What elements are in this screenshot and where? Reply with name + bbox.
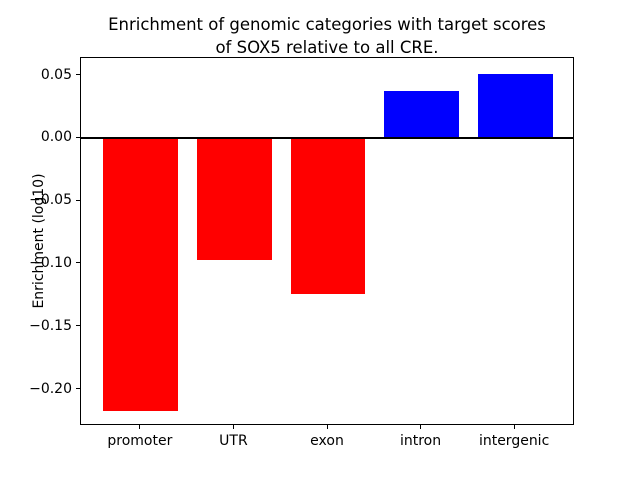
y-tick-label: −0.10 — [29, 254, 72, 271]
x-tick-label: intergenic — [478, 433, 550, 449]
x-tick-mark — [513, 425, 515, 429]
x-tick-mark — [326, 425, 328, 429]
bar-promoter — [103, 138, 179, 411]
y-tick-label: 0.00 — [40, 129, 72, 146]
bar-intron — [384, 90, 459, 139]
x-tick-mark — [420, 425, 422, 429]
x-tick-label: exon — [310, 433, 344, 449]
x-tick-label: UTR — [219, 433, 248, 449]
y-tick-mark — [76, 74, 80, 76]
y-tick-mark — [76, 325, 80, 327]
x-tick-label: intron — [399, 433, 442, 449]
plot-area — [80, 57, 574, 425]
bar-exon — [290, 138, 366, 295]
x-tick-mark — [139, 425, 141, 429]
x-tick-label: promoter — [107, 433, 173, 449]
y-tick-label: −0.20 — [29, 380, 72, 397]
y-tick-mark — [76, 262, 80, 264]
y-tick-label: −0.05 — [29, 192, 72, 209]
x-tick-mark — [232, 425, 234, 429]
y-tick-label: −0.15 — [29, 317, 72, 334]
y-tick-label: 0.05 — [40, 66, 72, 83]
y-tick-mark — [76, 199, 80, 201]
y-tick-mark — [76, 136, 80, 138]
chart-title: Enrichment of genomic categories with ta… — [108, 15, 546, 57]
zero-line — [81, 137, 573, 140]
bar-intergenic — [477, 74, 553, 139]
bar-UTR — [197, 138, 272, 261]
y-tick-mark — [76, 388, 80, 390]
